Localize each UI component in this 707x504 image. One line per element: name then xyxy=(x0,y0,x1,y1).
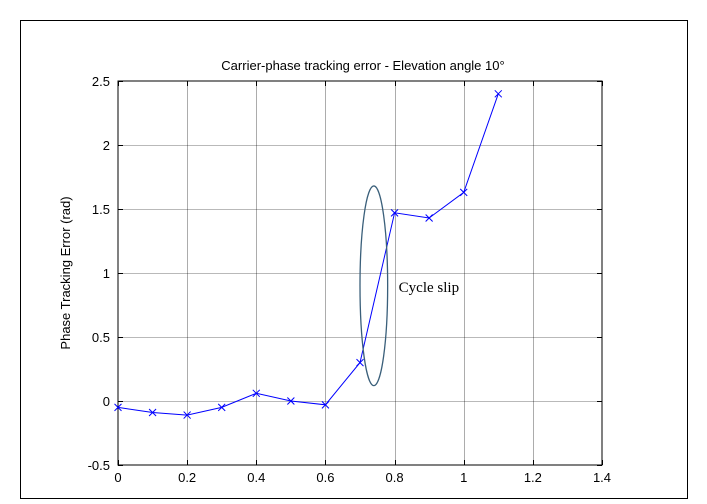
cycle-slip-label: Cycle slip xyxy=(399,280,459,296)
x-tick-label: 1.4 xyxy=(593,470,611,485)
data-series xyxy=(114,89,503,419)
annotations: Cycle slip xyxy=(359,185,459,387)
axis-ticks xyxy=(118,81,603,466)
y-tick-label: 2.5 xyxy=(92,74,110,89)
chart-title: Carrier-phase tracking error - Elevation… xyxy=(221,58,504,73)
x-tick-label: 0.4 xyxy=(247,470,265,485)
marker-stroke xyxy=(425,214,433,222)
y-tick-labels: -0.5 0 0.5 1 1.5 2 2.5 xyxy=(88,74,110,473)
marker-stroke xyxy=(494,89,503,98)
y-axis-label: Phase Tracking Error (rad) xyxy=(58,196,73,349)
data-point-marker xyxy=(183,411,191,419)
x-tick-label: 1.2 xyxy=(524,470,542,485)
data-point-marker xyxy=(356,358,364,367)
data-point-marker xyxy=(114,403,122,412)
x-tick-label: 0.6 xyxy=(316,470,334,485)
data-point-marker xyxy=(148,408,157,417)
x-tick-label: 1 xyxy=(460,470,467,485)
plot-area: 0 0.2 0.4 0.6 0.8 1 1.2 1.4 -0.5 0 0.5 1 1.5 2 2.5 Cy… xyxy=(88,74,611,485)
x-tick-label: 0.8 xyxy=(386,470,404,485)
x-tick-label: 0.2 xyxy=(178,470,196,485)
marker-stroke xyxy=(287,397,295,405)
marker-stroke xyxy=(183,411,191,419)
marker-stroke xyxy=(114,403,122,412)
marker-stroke xyxy=(459,188,468,197)
data-point-marker xyxy=(252,389,261,398)
data-point-marker xyxy=(321,400,330,409)
marker-stroke xyxy=(148,408,157,417)
marker-stroke xyxy=(356,358,364,367)
data-point-marker xyxy=(459,188,468,197)
marker-stroke xyxy=(390,208,399,217)
y-tick-label: 2 xyxy=(103,138,110,153)
y-tick-label: 1.5 xyxy=(92,202,110,217)
y-tick-label: 1 xyxy=(103,266,110,281)
y-tick-label: 0.5 xyxy=(92,330,110,345)
grid xyxy=(118,81,602,465)
x-tick-labels: 0 0.2 0.4 0.6 0.8 1 1.2 1.4 xyxy=(114,470,611,485)
y-tick-label: -0.5 xyxy=(88,458,110,473)
cycle-slip-ellipse xyxy=(359,185,389,387)
series-line xyxy=(117,93,499,416)
data-point-marker xyxy=(390,208,399,217)
marker-stroke xyxy=(252,389,261,398)
data-point-marker xyxy=(287,397,295,405)
x-tick-label: 0 xyxy=(114,470,121,485)
y-tick-label: 0 xyxy=(103,394,110,409)
data-point-marker xyxy=(425,214,433,222)
marker-stroke xyxy=(217,403,226,412)
data-point-marker xyxy=(494,89,503,98)
data-point-marker xyxy=(217,403,226,412)
marker-stroke xyxy=(321,400,330,409)
